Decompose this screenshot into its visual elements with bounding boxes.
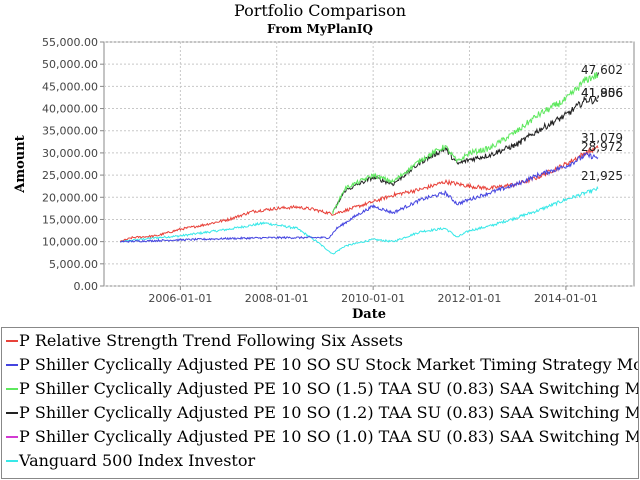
legend-label: P Shiller Cyclically Adjusted PE 10 SO (… xyxy=(19,427,639,446)
y-tick-label: 30,000.00 xyxy=(42,147,98,160)
end-value-label: 31,079 xyxy=(581,131,623,145)
y-axis: 0.00 5,000.00 10,000.00 15,000.00 20,000.00 2… xyxy=(42,36,104,293)
y-tick-label: 20,000.00 xyxy=(42,191,98,204)
x-tick-label: 2010-01-01 xyxy=(341,292,405,305)
legend-swatch xyxy=(6,363,18,366)
plot-area xyxy=(103,41,635,287)
y-tick-label: 10,000.00 xyxy=(42,236,98,249)
series-line xyxy=(119,151,599,243)
x-tick-label: 2006-01-01 xyxy=(148,292,212,305)
y-tick-label: 45,000.00 xyxy=(42,80,98,93)
legend-label: P Shiller Cyclically Adjusted PE 10 SO (… xyxy=(19,403,639,422)
legend-label: P Shiller Cyclically Adjusted PE 10 SO S… xyxy=(19,355,639,374)
legend-label: Vanguard 500 Index Investor xyxy=(19,451,256,470)
x-tick-label: 2012-01-01 xyxy=(438,292,502,305)
legend-item: P Shiller Cyclically Adjusted PE 10 SO S… xyxy=(6,353,639,377)
series-lines xyxy=(119,72,599,255)
end-value-label: 47,602 xyxy=(581,63,623,77)
legend-item: Vanguard 500 Index Investor xyxy=(6,449,255,473)
y-tick-label: 55,000.00 xyxy=(42,36,98,49)
y-tick-label: 0.00 xyxy=(74,280,99,293)
y-axis-label: Amount xyxy=(13,135,28,193)
x-axis: 2006-01-01 2008-01-01 2010-01-01 2012-01-01… xyxy=(148,286,598,305)
end-value-label: 41,806 xyxy=(581,86,623,100)
legend: P Relative Strength Trend Following Six … xyxy=(1,327,639,479)
x-axis-label: Date xyxy=(352,307,386,322)
legend-swatch xyxy=(6,339,18,342)
y-tick-label: 50,000.00 xyxy=(42,58,98,71)
chart-title: Portfolio Comparison xyxy=(234,1,406,20)
legend-item: P Shiller Cyclically Adjusted PE 10 SO (… xyxy=(6,425,639,449)
legend-swatch xyxy=(6,411,18,414)
legend-swatch xyxy=(6,387,18,390)
series-line xyxy=(332,95,599,213)
legend-swatch xyxy=(6,435,18,438)
end-value-label: 28,972 xyxy=(581,140,623,154)
y-tick-label: 35,000.00 xyxy=(42,125,98,138)
legend-item: P Shiller Cyclically Adjusted PE 10 SO (… xyxy=(6,377,639,401)
series-line xyxy=(119,185,599,255)
legend-label: P Shiller Cyclically Adjusted PE 10 SO (… xyxy=(19,379,639,398)
end-value-label: 21,925 xyxy=(581,169,623,183)
x-tick-label: 2008-01-01 xyxy=(245,292,309,305)
y-tick-label: 15,000.00 xyxy=(42,213,98,226)
end-value-label: 41,956 xyxy=(581,86,623,100)
chart-subtitle: From MyPlanIQ xyxy=(267,22,373,36)
legend-swatch xyxy=(6,459,18,462)
y-tick-label: 5,000.00 xyxy=(49,258,98,271)
y-tick-label: 25,000.00 xyxy=(42,169,98,182)
x-tick-label: 2014-01-01 xyxy=(534,292,598,305)
legend-label: P Relative Strength Trend Following Six … xyxy=(19,331,403,350)
legend-item: P Relative Strength Trend Following Six … xyxy=(6,329,403,353)
series-line xyxy=(332,72,599,215)
y-tick-label: 40,000.00 xyxy=(42,103,98,116)
legend-item: P Shiller Cyclically Adjusted PE 10 SO (… xyxy=(6,401,639,425)
